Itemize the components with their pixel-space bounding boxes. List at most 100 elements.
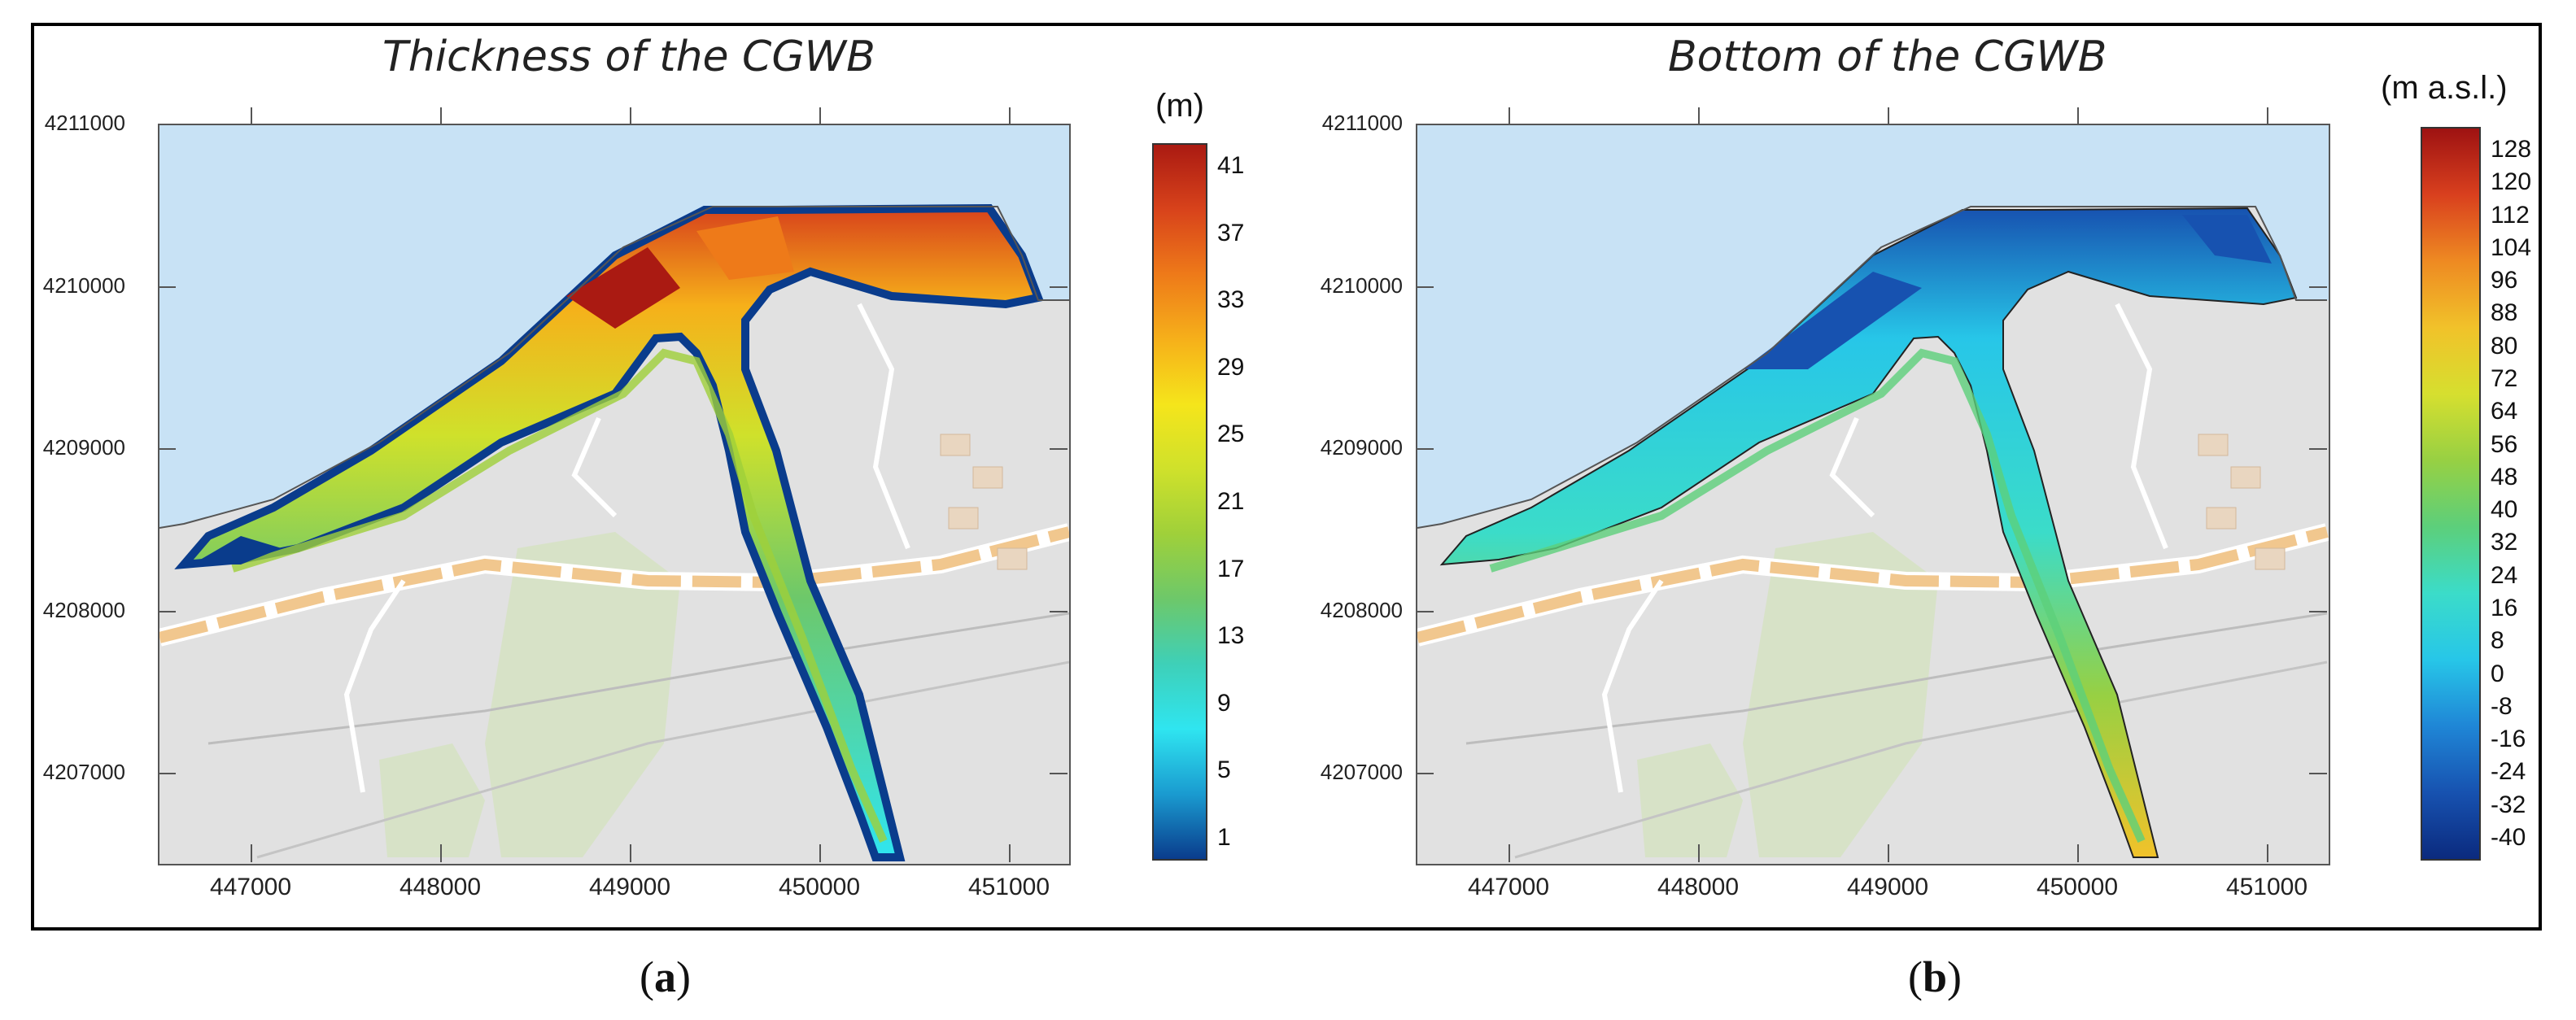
colorbar-tick-label: -24 [2491, 758, 2526, 786]
x-tick-label: 449000 [588, 874, 671, 900]
railway-line [207, 612, 1069, 745]
map-svg [1417, 125, 2329, 859]
building-block [2206, 507, 2237, 530]
x-tick-mark [630, 107, 631, 125]
x-tick-mark [440, 844, 442, 862]
highway-road [1417, 526, 2329, 643]
coastline [1417, 206, 2327, 529]
y-tick-mark [2309, 448, 2327, 450]
bottom-low [2182, 215, 2272, 264]
colorbar-tick-label: 17 [1217, 555, 1245, 582]
colorbar-tick-label: 32 [2491, 529, 2518, 556]
x-tick-mark [1009, 844, 1011, 862]
colorbar-tick-label: 104 [2491, 233, 2532, 261]
thickness-high [696, 216, 794, 280]
y-tick-mark [1050, 610, 1068, 612]
x-tick-mark [1698, 107, 1700, 125]
y-tick-mark [1050, 124, 1068, 125]
y-tick-mark [1416, 286, 1434, 288]
building-block [972, 466, 1003, 489]
colorbar-tick-label: -16 [2491, 726, 2526, 753]
panel-label: (a) [640, 952, 691, 1001]
x-tick-label: 447000 [209, 874, 292, 900]
y-tick-label: 4207000 [42, 760, 125, 784]
x-tick-label: 448000 [399, 874, 482, 900]
building-block [948, 507, 979, 530]
y-tick-mark [2309, 610, 2327, 612]
highway-road [159, 526, 1069, 643]
x-tick-label: 451000 [967, 874, 1050, 900]
x-tick-label: 450000 [778, 874, 861, 900]
colorbar-tick-label: 72 [2491, 365, 2518, 392]
y-tick-label: 4211000 [1321, 111, 1403, 135]
x-tick-label: 449000 [1846, 874, 1929, 900]
x-tick-mark [1888, 107, 1889, 125]
colorbar-tick-label: 29 [1217, 353, 1245, 381]
figure-frame [31, 23, 2542, 931]
colorbar [1152, 143, 1207, 861]
y-tick-mark [1416, 610, 1434, 612]
contour-band [1489, 348, 2146, 843]
minor-road [1829, 416, 1875, 518]
y-tick-label: 4208000 [1320, 597, 1403, 622]
y-tick-mark [158, 773, 176, 774]
x-tick-mark [1508, 844, 1510, 862]
y-tick-label: 4211000 [44, 111, 125, 135]
colorbar-tick-label: -8 [2491, 692, 2513, 720]
panel-title: Bottom of the CGWB [1668, 33, 2107, 81]
thickness-low [192, 536, 282, 564]
colorbar-tick-label: 25 [1217, 421, 1245, 448]
colorbar [2421, 127, 2481, 861]
colorbar-unit-label: (m a.s.l.) [2381, 70, 2508, 106]
colorbar-tick-label: 13 [1217, 622, 1245, 650]
x-tick-label: 448000 [1657, 874, 1740, 900]
colorbar-tick-label: 41 [1217, 152, 1245, 179]
colorbar-tick-label: 24 [2491, 561, 2518, 589]
y-tick-label: 4209000 [42, 435, 125, 460]
colorbar-tick-label: 8 [2491, 627, 2504, 655]
x-tick-mark [440, 107, 442, 125]
y-tick-label: 4207000 [1320, 760, 1403, 784]
x-tick-mark [2267, 844, 2268, 862]
y-tick-label: 4210000 [1320, 272, 1403, 298]
y-tick-mark [1416, 773, 1434, 774]
colorbar-tick-label: 1 [1217, 824, 1231, 851]
colorbar-tick-label: 5 [1217, 756, 1231, 784]
x-tick-label: 451000 [2225, 874, 2308, 900]
building-block [997, 547, 1028, 570]
colorbar-tick-label: 64 [2491, 398, 2518, 425]
x-tick-label: 447000 [1467, 874, 1550, 900]
y-tick-mark [1416, 448, 1434, 450]
colorbar-tick-label: 96 [2491, 267, 2518, 294]
sea-area [159, 125, 1069, 528]
y-tick-mark [158, 448, 176, 450]
colorbar-tick-label: 40 [2491, 496, 2518, 524]
x-tick-mark [819, 107, 821, 125]
panel-title: Thickness of the CGWB [382, 33, 875, 81]
y-tick-label: 4209000 [1320, 435, 1403, 460]
x-tick-mark [1009, 107, 1011, 125]
colorbar-tick-label: 88 [2491, 299, 2518, 327]
minor-road [857, 303, 910, 550]
y-tick-mark [2309, 773, 2327, 774]
colorbar-tick-label: 120 [2491, 168, 2532, 196]
y-tick-mark [1416, 124, 1434, 125]
park-area [379, 743, 485, 857]
minor-road [1601, 579, 1664, 793]
coastline [159, 206, 1069, 529]
colorbar-tick-label: 0 [2491, 660, 2504, 687]
building-block [2255, 547, 2286, 570]
colorbar-tick-label: 37 [1217, 219, 1245, 246]
minor-road [571, 416, 618, 518]
colorbar-unit-label: (m) [1155, 88, 1204, 124]
x-tick-mark [1698, 844, 1700, 862]
y-tick-mark [2309, 286, 2327, 288]
x-tick-mark [1508, 107, 1510, 125]
x-tick-mark [2077, 107, 2079, 125]
x-tick-label: 450000 [2036, 874, 2119, 900]
map-area [158, 124, 1071, 865]
map-area [1416, 124, 2330, 865]
map-svg [159, 125, 1069, 861]
colorbar-tick-label: 128 [2491, 136, 2532, 163]
bottom-low [1743, 272, 1922, 369]
